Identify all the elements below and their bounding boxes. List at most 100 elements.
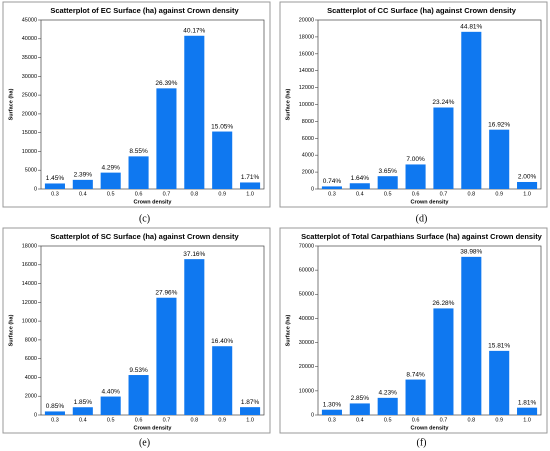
panel-caption: (e) bbox=[139, 437, 150, 448]
value-label: 26.28% bbox=[432, 300, 454, 307]
y-tick-label: 40000 bbox=[299, 316, 314, 322]
panel-caption: (c) bbox=[139, 213, 150, 224]
value-label: 38.98% bbox=[460, 249, 482, 256]
chart-title: Scatterplot of EC Surface (ha) against C… bbox=[50, 6, 239, 15]
x-tick-label: 0.5 bbox=[384, 417, 392, 423]
chart-title: Scatterplot of CC Surface (ha) against C… bbox=[327, 6, 517, 15]
bar bbox=[100, 396, 121, 415]
bar bbox=[489, 129, 510, 189]
bar bbox=[377, 397, 398, 415]
y-tick-label: 20000 bbox=[22, 111, 37, 117]
x-tick-label: 0.7 bbox=[163, 191, 171, 197]
bar bbox=[156, 88, 177, 189]
value-label: 7.00% bbox=[406, 156, 425, 163]
chart-title: Scatterplot of SC Surface (ha) against C… bbox=[50, 232, 239, 241]
x-tick-label: 1.0 bbox=[523, 417, 531, 423]
x-tick-label: 0.5 bbox=[107, 417, 115, 423]
x-axis-label: Crown density bbox=[411, 199, 450, 205]
bar bbox=[321, 409, 342, 415]
chart-panel: Scatterplot of Total Carpathians Surface… bbox=[279, 227, 548, 448]
y-tick-label: 14000 bbox=[299, 68, 314, 74]
y-tick-label: 2000 bbox=[302, 170, 314, 176]
y-tick-label: 0 bbox=[311, 186, 314, 192]
y-tick-label: 45000 bbox=[22, 17, 37, 23]
bar bbox=[461, 256, 482, 415]
bar bbox=[405, 379, 426, 415]
chart-title: Scatterplot of Total Carpathians Surface… bbox=[301, 232, 543, 241]
chart-panel: Scatterplot of CC Surface (ha) against C… bbox=[279, 1, 548, 224]
y-tick-label: 25000 bbox=[22, 93, 37, 99]
x-tick-label: 0.7 bbox=[440, 417, 448, 423]
value-label: 40.17% bbox=[183, 27, 205, 34]
x-tick-label: 0.3 bbox=[328, 191, 336, 197]
panel-caption: (f) bbox=[417, 437, 427, 448]
chart-panel: Scatterplot of SC Surface (ha) against C… bbox=[2, 227, 271, 448]
x-tick-label: 0.9 bbox=[495, 417, 503, 423]
y-tick-label: 70000 bbox=[299, 243, 314, 249]
bar bbox=[405, 164, 426, 189]
y-axis-label: Surface (ha) bbox=[8, 88, 14, 120]
x-tick-label: 0.7 bbox=[163, 417, 171, 423]
y-tick-label: 10000 bbox=[299, 388, 314, 394]
y-tick-label: 18000 bbox=[299, 34, 314, 40]
bar bbox=[128, 375, 149, 415]
bar bbox=[377, 176, 398, 189]
y-tick-label: 50000 bbox=[299, 292, 314, 298]
x-tick-label: 0.7 bbox=[440, 191, 448, 197]
bar bbox=[72, 407, 93, 415]
value-label: 1.87% bbox=[241, 399, 260, 406]
y-tick-label: 30000 bbox=[299, 340, 314, 346]
value-label: 1.64% bbox=[351, 175, 370, 182]
y-tick-label: 35000 bbox=[22, 55, 37, 61]
x-tick-label: 0.8 bbox=[467, 191, 475, 197]
x-tick-label: 1.0 bbox=[246, 417, 254, 423]
y-tick-label: 12000 bbox=[299, 85, 314, 91]
value-label: 4.23% bbox=[378, 390, 397, 397]
bar bbox=[240, 182, 261, 189]
bar bbox=[517, 407, 538, 415]
y-tick-label: 10000 bbox=[299, 102, 314, 108]
y-tick-label: 6000 bbox=[302, 136, 314, 142]
y-tick-label: 4000 bbox=[302, 153, 314, 159]
value-label: 2.39% bbox=[74, 172, 93, 179]
bar bbox=[184, 35, 205, 190]
value-label: 4.40% bbox=[101, 388, 120, 395]
y-tick-label: 5000 bbox=[25, 168, 37, 174]
y-tick-label: 20000 bbox=[299, 364, 314, 370]
bar bbox=[349, 403, 370, 415]
bar bbox=[321, 186, 342, 189]
value-label: 37.16% bbox=[183, 251, 205, 258]
x-tick-label: 0.5 bbox=[107, 191, 115, 197]
y-tick-label: 60000 bbox=[299, 268, 314, 274]
bar bbox=[128, 156, 149, 189]
y-axis-label: Surface (ha) bbox=[8, 314, 14, 346]
y-tick-label: 8000 bbox=[302, 119, 314, 125]
y-axis-label: Surface (ha) bbox=[285, 314, 291, 346]
value-label: 8.55% bbox=[129, 148, 148, 155]
value-label: 8.74% bbox=[406, 371, 425, 378]
value-label: 2.00% bbox=[518, 174, 537, 181]
y-tick-label: 0 bbox=[311, 412, 314, 418]
value-label: 1.45% bbox=[46, 175, 65, 182]
value-label: 16.40% bbox=[211, 338, 233, 345]
x-tick-label: 0.6 bbox=[412, 417, 420, 423]
y-tick-label: 30000 bbox=[22, 74, 37, 80]
x-tick-label: 0.8 bbox=[467, 417, 475, 423]
chart-panel: Scatterplot of EC Surface (ha) against C… bbox=[2, 1, 271, 224]
x-tick-label: 0.4 bbox=[356, 417, 364, 423]
x-tick-label: 0.8 bbox=[190, 417, 198, 423]
x-axis-label: Crown density bbox=[134, 199, 173, 205]
y-tick-label: 4000 bbox=[25, 375, 37, 381]
y-axis-label: Surface (ha) bbox=[285, 88, 291, 120]
x-tick-label: 0.8 bbox=[190, 191, 198, 197]
value-label: 27.96% bbox=[155, 289, 177, 296]
y-tick-label: 6000 bbox=[25, 356, 37, 362]
y-tick-label: 2000 bbox=[25, 394, 37, 400]
value-label: 4.29% bbox=[101, 164, 120, 171]
y-tick-label: 18000 bbox=[22, 243, 37, 249]
value-label: 0.74% bbox=[323, 178, 342, 185]
y-tick-label: 16000 bbox=[22, 262, 37, 268]
bar bbox=[184, 259, 205, 415]
bar bbox=[156, 297, 177, 415]
